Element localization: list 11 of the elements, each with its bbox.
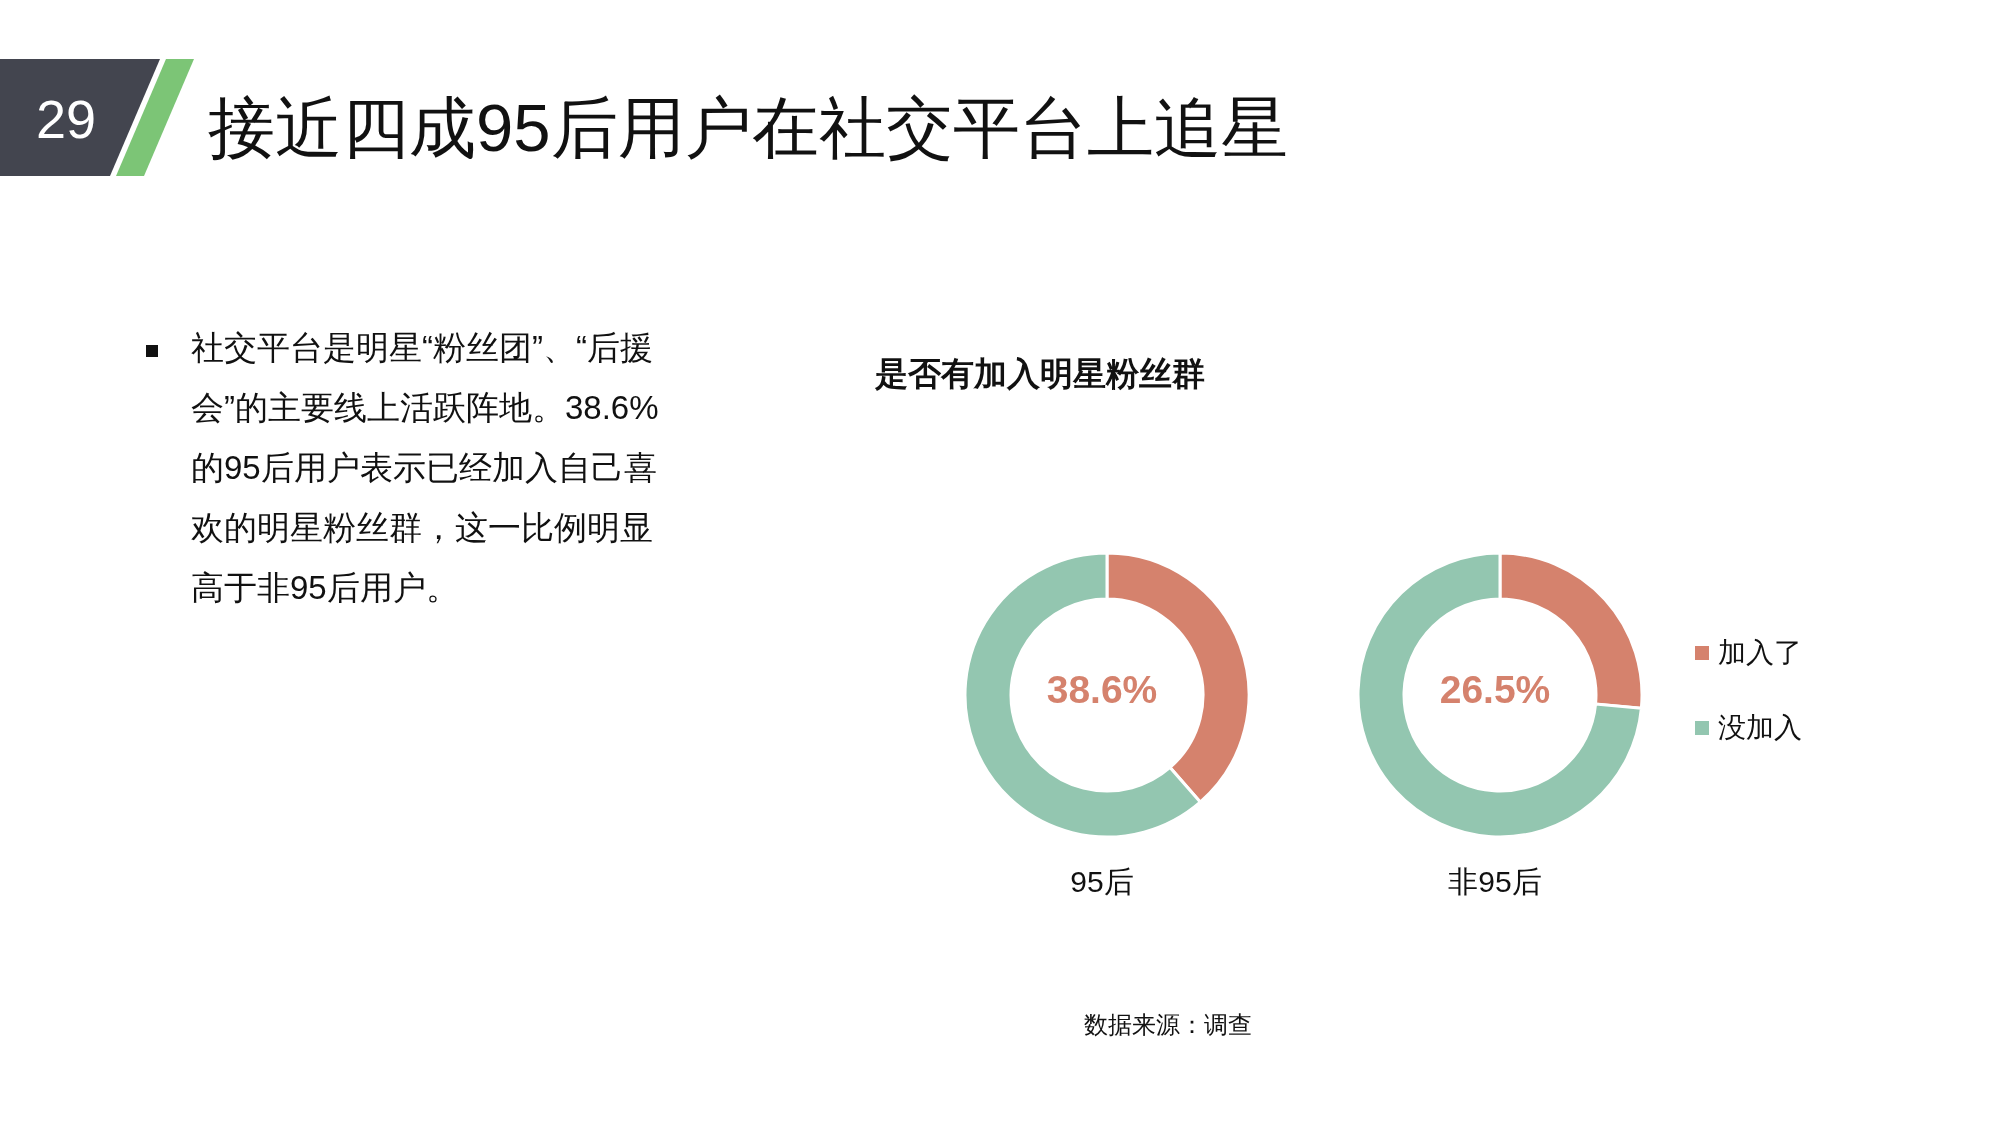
legend-label: 没加入 — [1718, 710, 1802, 745]
text: 接近四成95后用户在社交平台上追星 — [208, 89, 1288, 167]
slice-label: 非95后 — [1448, 864, 1542, 900]
source-note: 数据来源：调查 — [1084, 1011, 1252, 1039]
text: 社交平台是明星“粉丝团”、“后援会”的主要线上活跃阵地。38.6%的95后用户表示已经加入自己喜欢的明星粉丝群，这一比例明显高于非95后用户。 — [191, 328, 660, 608]
legend-label: 加入了 — [1718, 635, 1802, 670]
slice-label: 95后 — [1070, 864, 1134, 900]
text: 29 — [34, 89, 98, 149]
text: 26.5% — [1439, 668, 1551, 712]
text: 38.6% — [1046, 668, 1158, 712]
chart-title: 是否有加入明星粉丝群 — [875, 354, 1205, 394]
